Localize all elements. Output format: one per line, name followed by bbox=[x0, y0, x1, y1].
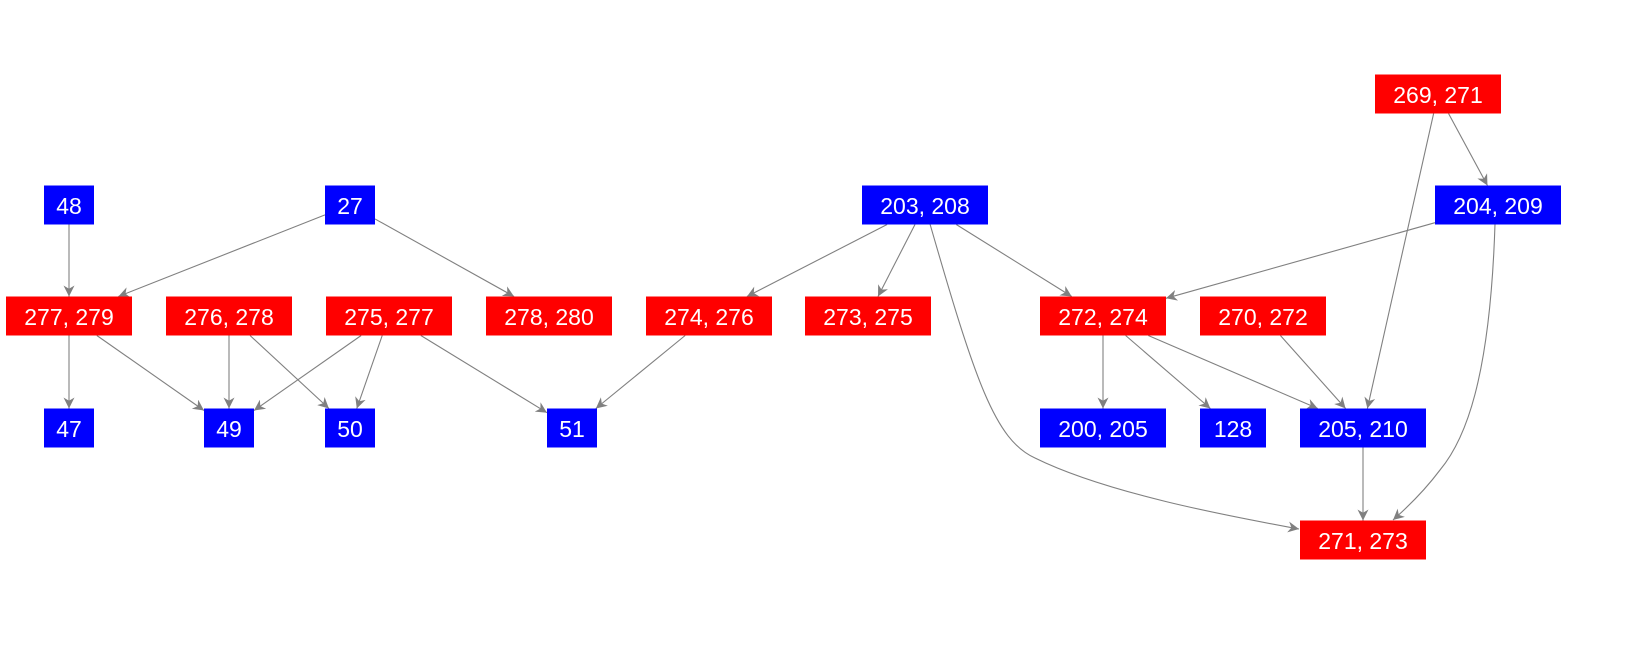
node-box bbox=[1375, 74, 1501, 114]
node-box bbox=[44, 408, 94, 448]
node-label: 48 bbox=[56, 193, 82, 219]
node-label: 203, 208 bbox=[880, 193, 970, 219]
edge-272-to-205 bbox=[1148, 334, 1318, 410]
node-269: 269, 271 bbox=[1375, 74, 1501, 114]
node-label: 272, 274 bbox=[1058, 304, 1148, 330]
node-box bbox=[646, 296, 772, 336]
node-box bbox=[1040, 408, 1166, 448]
edge-277-to-49 bbox=[96, 335, 205, 411]
node-box bbox=[166, 296, 292, 336]
node-box bbox=[6, 296, 132, 336]
node-box bbox=[204, 408, 254, 448]
node-box bbox=[1300, 408, 1426, 448]
edge-204-to-271 bbox=[1392, 223, 1496, 521]
edge-275-to-50 bbox=[355, 335, 383, 409]
node-51: 51 bbox=[547, 408, 597, 448]
edge-269-to-205 bbox=[1364, 113, 1435, 409]
node-box bbox=[325, 185, 375, 225]
node-box bbox=[805, 296, 931, 336]
node-274: 274, 276 bbox=[646, 296, 772, 336]
node-50: 50 bbox=[325, 408, 375, 448]
node-label: 49 bbox=[216, 416, 242, 442]
edge-203-to-274 bbox=[746, 224, 888, 297]
node-label: 274, 276 bbox=[664, 304, 754, 330]
node-label: 275, 277 bbox=[344, 304, 434, 330]
edge-27-to-278 bbox=[374, 218, 515, 297]
node-label: 276, 278 bbox=[184, 304, 274, 330]
edge-272-to-128 bbox=[1125, 335, 1211, 409]
node-box bbox=[547, 408, 597, 448]
node-273: 273, 275 bbox=[805, 296, 931, 336]
node-label: 47 bbox=[56, 416, 82, 442]
node-box bbox=[486, 296, 612, 336]
edge-27-to-277 bbox=[118, 214, 326, 298]
node-275: 275, 277 bbox=[326, 296, 452, 336]
node-label: 50 bbox=[337, 416, 363, 442]
node-27: 27 bbox=[325, 185, 375, 225]
node-label: 128 bbox=[1214, 416, 1252, 442]
edge-270-to-205 bbox=[1279, 335, 1347, 409]
nodes: 269, 271 48 27 203, 208 204, 209 277, 279 276,… bbox=[6, 74, 1561, 560]
node-label: 269, 271 bbox=[1393, 82, 1483, 108]
edge-203-to-273 bbox=[877, 224, 916, 297]
node-277: 277, 279 bbox=[6, 296, 132, 336]
node-label: 278, 280 bbox=[504, 304, 594, 330]
edges bbox=[63, 113, 1496, 533]
edge-275-to-51 bbox=[420, 335, 548, 414]
node-270: 270, 272 bbox=[1200, 296, 1326, 336]
node-label: 273, 275 bbox=[823, 304, 913, 330]
edge-203-to-272 bbox=[955, 224, 1073, 297]
edge-204-to-272 bbox=[1165, 222, 1436, 301]
node-272: 272, 274 bbox=[1040, 296, 1166, 336]
node-box bbox=[326, 296, 452, 336]
node-box bbox=[1200, 296, 1326, 336]
node-label: 200, 205 bbox=[1058, 416, 1148, 442]
node-49: 49 bbox=[204, 408, 254, 448]
edge-275-to-49 bbox=[253, 335, 362, 411]
node-204: 204, 209 bbox=[1435, 185, 1561, 225]
node-200: 200, 205 bbox=[1040, 408, 1166, 448]
node-label: 51 bbox=[559, 416, 585, 442]
edge-276-to-50 bbox=[249, 335, 330, 409]
node-278: 278, 280 bbox=[486, 296, 612, 336]
node-box bbox=[1435, 185, 1561, 225]
node-box bbox=[325, 408, 375, 448]
node-271: 271, 273 bbox=[1300, 520, 1426, 560]
node-128: 128 bbox=[1200, 408, 1266, 448]
node-205: 205, 210 bbox=[1300, 408, 1426, 448]
node-203: 203, 208 bbox=[862, 185, 988, 225]
node-276: 276, 278 bbox=[166, 296, 292, 336]
node-label: 204, 209 bbox=[1453, 193, 1543, 219]
edge-203-to-271 bbox=[929, 223, 1300, 533]
node-label: 277, 279 bbox=[24, 304, 114, 330]
node-48: 48 bbox=[44, 185, 94, 225]
edge-269-to-204 bbox=[1448, 113, 1488, 186]
node-box bbox=[1300, 520, 1426, 560]
node-box bbox=[44, 185, 94, 225]
node-box bbox=[862, 185, 988, 225]
node-label: 270, 272 bbox=[1218, 304, 1308, 330]
node-label: 205, 210 bbox=[1318, 416, 1408, 442]
node-box bbox=[1040, 296, 1166, 336]
node-47: 47 bbox=[44, 408, 94, 448]
node-box bbox=[1200, 408, 1266, 448]
node-label: 27 bbox=[337, 193, 363, 219]
node-label: 271, 273 bbox=[1318, 528, 1408, 554]
edge-274-to-51 bbox=[595, 335, 686, 409]
